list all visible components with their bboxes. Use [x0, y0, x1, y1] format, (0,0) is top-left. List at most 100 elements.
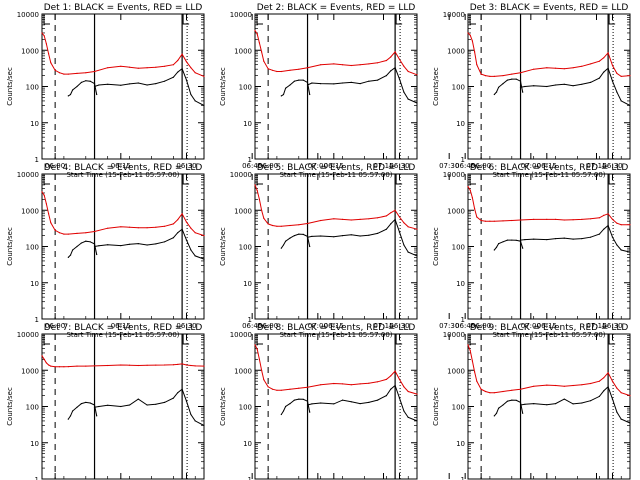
series-events-point — [93, 243, 96, 245]
series-events-point — [342, 82, 344, 84]
series-events-point — [98, 245, 100, 247]
series-lld-point — [107, 67, 109, 69]
y-tick-label: 10 — [456, 440, 465, 448]
y-axis-label: Counts/sec — [6, 387, 14, 426]
series-events-point — [282, 244, 285, 246]
series-lld-point — [590, 63, 592, 65]
series-lld-point — [581, 384, 583, 386]
series-lld-point — [172, 223, 174, 225]
y-tick-label: 100 — [239, 244, 252, 252]
series-lld-point — [603, 214, 605, 216]
series-lld-point — [398, 216, 401, 218]
marker-bracket-end — [395, 334, 403, 345]
series-events-point — [493, 415, 495, 417]
series-events-point — [155, 83, 157, 85]
series-events-point — [498, 243, 500, 245]
series-lld-line — [254, 184, 418, 230]
series-events-point — [181, 388, 183, 390]
series-lld-point — [63, 366, 65, 368]
marker-bracket-end — [608, 334, 616, 345]
marker-bracket-start — [43, 174, 50, 185]
series-events-point — [306, 84, 309, 86]
series-lld-point — [120, 226, 122, 228]
x-axis-label: Start Time (15-Feb-11 05:57:00) — [66, 331, 179, 339]
series-lld-point — [203, 75, 205, 77]
series-events-point — [320, 402, 322, 404]
series-events-point — [555, 403, 557, 405]
marker-bracket-start — [469, 174, 476, 185]
series-events-point — [522, 412, 524, 414]
series-lld-point — [289, 388, 291, 390]
series-lld-point — [390, 212, 392, 214]
series-lld-point — [172, 64, 174, 66]
series-lld-point — [181, 213, 183, 215]
series-events-point — [67, 418, 69, 420]
series-lld-point — [203, 235, 205, 237]
series-lld-point — [467, 344, 469, 346]
series-events-point — [80, 403, 82, 405]
series-lld-point — [276, 70, 278, 73]
series-lld-point — [359, 383, 361, 385]
series-lld-point — [45, 43, 48, 45]
series-events-point — [320, 83, 322, 85]
series-lld-point — [41, 355, 43, 357]
x-tick-label: 06:00 — [45, 322, 65, 330]
series-lld-point — [581, 218, 583, 220]
series-lld-point — [629, 395, 631, 397]
marker-bracket-start — [256, 334, 263, 345]
series-events-point — [398, 231, 401, 233]
series-lld-point — [320, 384, 322, 386]
series-events-point — [394, 384, 396, 387]
series-lld-point — [155, 66, 157, 68]
series-events-point — [172, 76, 174, 78]
series-events-point — [306, 400, 309, 402]
plot-frame — [254, 333, 418, 480]
series-events-point — [603, 390, 605, 392]
series-lld-point — [476, 64, 478, 66]
series-events-point — [333, 83, 335, 85]
x-tick-label: 06:45 — [242, 162, 262, 170]
series-lld-point — [256, 189, 258, 192]
series-events-point — [546, 239, 548, 241]
series-events-point — [80, 81, 82, 83]
series-lld-point — [45, 362, 48, 364]
series-lld-point — [598, 60, 601, 62]
series-lld-point — [416, 393, 418, 395]
y-axis-label: Counts/sec — [6, 67, 14, 106]
series-events-point — [129, 243, 131, 245]
series-lld-point — [603, 377, 605, 379]
series-lld-point — [256, 33, 258, 35]
series-events-point — [129, 404, 131, 406]
series-events-point — [181, 68, 183, 70]
series-events-point — [533, 238, 535, 240]
series-events-point — [298, 233, 300, 235]
series-lld-point — [50, 222, 52, 224]
y-tick-label: 10000 — [17, 11, 39, 19]
plot-title: Det 8: BLACK = Events, RED = LLD — [257, 323, 416, 333]
series-lld-point — [480, 219, 482, 222]
series-lld-point — [267, 386, 269, 388]
series-events-point — [511, 239, 513, 241]
series-lld-point — [480, 73, 482, 75]
series-events-point — [93, 85, 96, 88]
y-tick-label: 1000 — [21, 207, 39, 215]
series-events-point — [298, 79, 300, 81]
series-lld-point — [572, 384, 574, 387]
series-events-point — [629, 251, 631, 253]
series-lld-point — [306, 222, 309, 225]
series-events-point — [416, 255, 418, 257]
y-tick-label: 10000 — [443, 171, 465, 179]
series-events-point — [155, 243, 157, 245]
series-lld-point — [276, 389, 278, 391]
series-events-point — [359, 403, 361, 405]
series-lld-point — [164, 225, 166, 227]
series-events-point — [515, 399, 517, 401]
series-lld-point — [203, 365, 205, 367]
series-lld-point — [190, 227, 192, 229]
series-events-point — [398, 78, 401, 80]
series-events-point — [306, 404, 309, 406]
y-tick-label: 100 — [452, 404, 465, 412]
series-events-point — [302, 398, 304, 400]
series-events-point — [177, 392, 179, 394]
